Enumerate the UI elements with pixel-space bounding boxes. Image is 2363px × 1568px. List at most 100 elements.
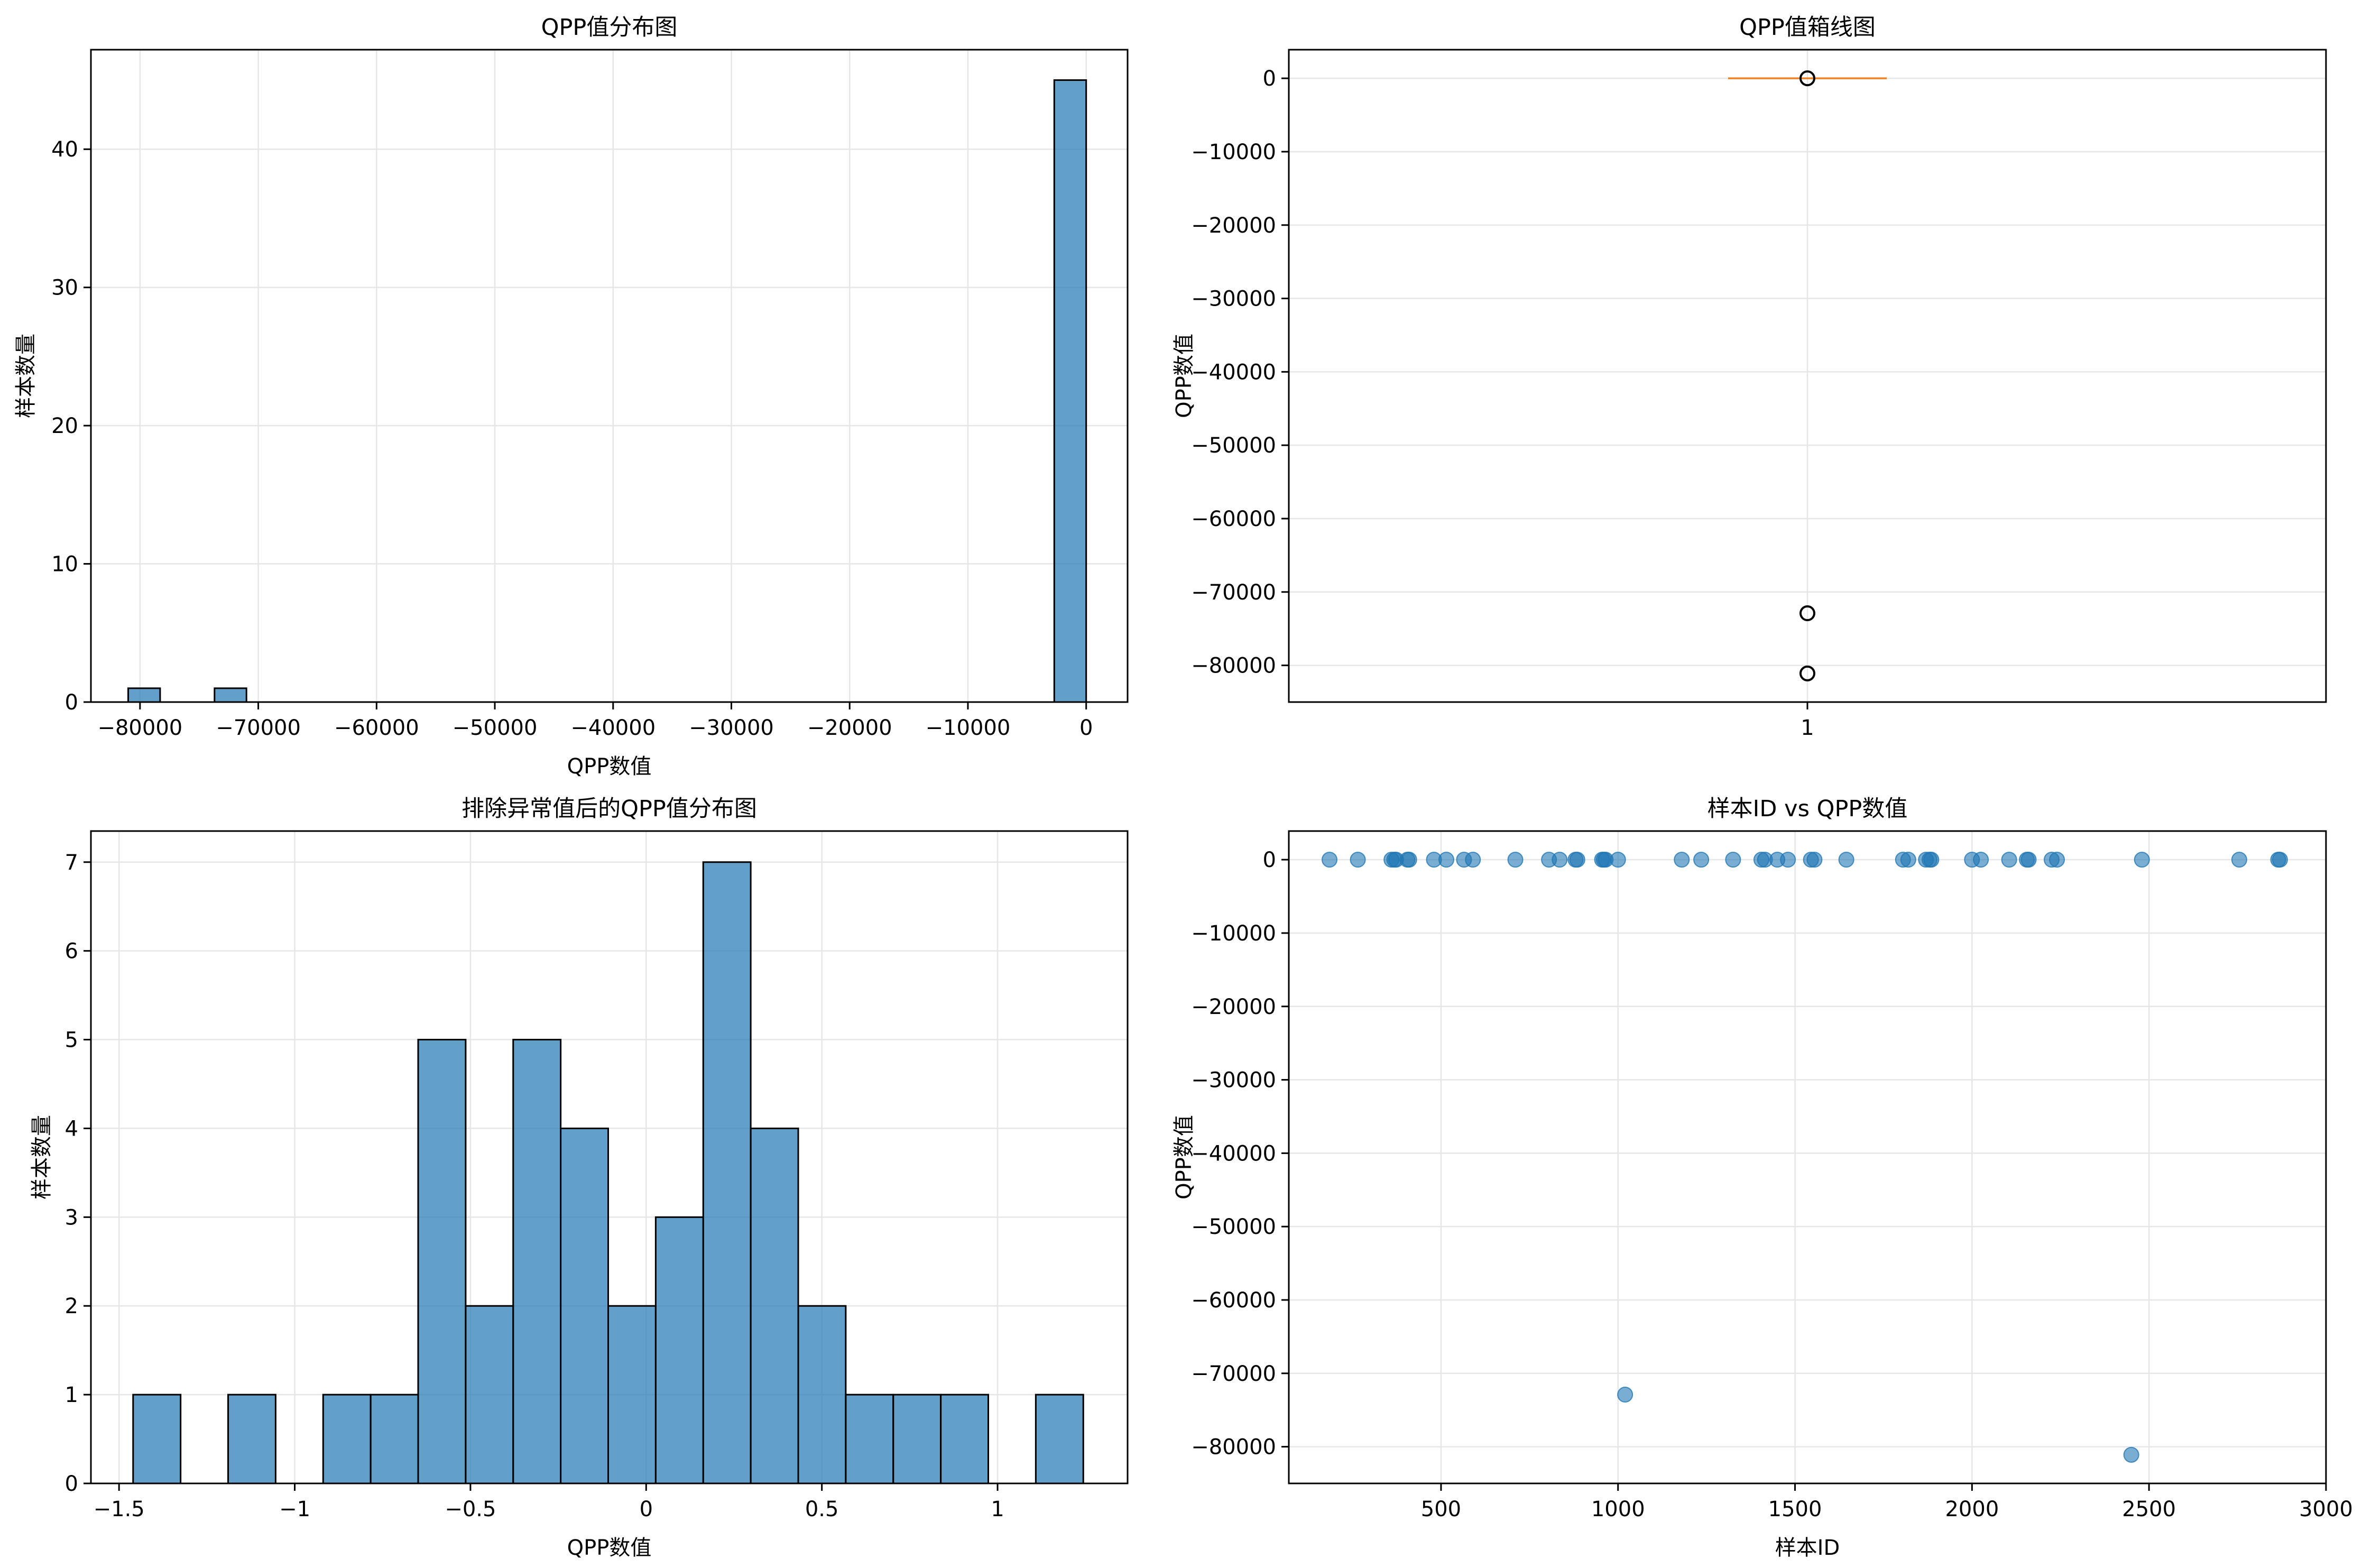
- y-tick-label: 3: [65, 1205, 78, 1230]
- scatter-point: [1923, 852, 1940, 868]
- histogram-bar: [1053, 79, 1087, 703]
- y-tick-label: −60000: [1191, 1288, 1276, 1313]
- scatter-point: [1780, 852, 1796, 868]
- scatter-point: [1973, 852, 1989, 868]
- x-axis-label: QPP数值: [567, 1536, 652, 1560]
- y-tick-label: −20000: [1191, 214, 1276, 238]
- plot-frame: [1288, 830, 2327, 1484]
- histogram-bar: [465, 1305, 514, 1484]
- x-tick-label: 1000: [1591, 1497, 1645, 1521]
- histogram-bar: [370, 1394, 419, 1484]
- histogram-bar: [227, 1394, 276, 1484]
- y-tick-label: −20000: [1191, 995, 1276, 1019]
- scatter-point: [1610, 852, 1626, 868]
- y-tick-label: −60000: [1191, 507, 1276, 531]
- histogram-bar: [417, 1039, 467, 1484]
- y-axis-label: 样本数量: [30, 1115, 54, 1200]
- x-tick-label: 1: [1801, 716, 1814, 740]
- x-tick-label: 500: [1421, 1497, 1461, 1521]
- scatter-point: [2049, 852, 2065, 868]
- x-tick-label: 0.5: [805, 1497, 839, 1521]
- y-tick-label: −80000: [1191, 654, 1276, 678]
- y-tick-label: −50000: [1191, 433, 1276, 458]
- y-tick-label: −50000: [1191, 1215, 1276, 1239]
- y-axis-label: 样本数量: [14, 334, 38, 418]
- histogram-bar: [214, 687, 247, 703]
- scatter-point: [1401, 852, 1417, 868]
- scatter-point: [1900, 852, 1916, 868]
- scatter-point: [1552, 852, 1568, 868]
- histogram-bar: [702, 861, 752, 1484]
- grid-lines: [1289, 50, 2326, 702]
- y-tick-label: 1: [65, 1383, 78, 1407]
- x-ticks: 500 1000 1500 2000 2500 3000: [1421, 1483, 2353, 1521]
- x-ticks: −80000 −70000 −60000 −50000 −40000 −30000 −200…: [97, 702, 1093, 740]
- x-tick-label: 2000: [1945, 1497, 1999, 1521]
- y-tick-label: −10000: [1191, 921, 1276, 946]
- x-axis-label: QPP数值: [567, 754, 652, 779]
- y-tick-label: 40: [51, 137, 78, 162]
- outlier-point: [1799, 70, 1815, 87]
- histogram-bar: [560, 1127, 610, 1484]
- scatter-point: [1617, 1387, 1633, 1403]
- y-tick-label: 30: [51, 276, 78, 300]
- histogram-panel: −80000 −70000 −60000 −50000 −40000 −30000 −200…: [14, 14, 1129, 779]
- plot-frame: [90, 830, 1129, 1484]
- scatter-point: [1350, 852, 1366, 868]
- chart-title: 排除异常值后的QPP值分布图: [461, 796, 757, 822]
- x-tick-label: −80000: [97, 716, 182, 740]
- y-tick-label: 20: [51, 414, 78, 438]
- grid-lines: [91, 50, 1128, 703]
- x-tick-label: −50000: [453, 716, 538, 740]
- x-tick-label: −40000: [570, 716, 656, 740]
- x-tick-label: −0.5: [445, 1497, 496, 1521]
- scatter-point: [1569, 852, 1585, 868]
- outlier-point: [1799, 605, 1815, 622]
- outlier-point: [1799, 665, 1815, 681]
- x-tick-label: 0: [1079, 716, 1093, 740]
- y-axis-label: QPP数值: [1172, 1115, 1196, 1200]
- x-tick-label: 1500: [1768, 1497, 1822, 1521]
- scatter-point: [2001, 852, 2017, 868]
- box-marks: [1728, 70, 1887, 681]
- histogram-bar: [654, 1216, 704, 1484]
- y-tick-label: 10: [51, 552, 78, 577]
- points: [1322, 852, 2288, 1463]
- x-tick-label: −30000: [689, 716, 774, 740]
- scatter-point: [2134, 852, 2150, 868]
- scatter-point: [1465, 852, 1481, 868]
- plot-frame: [90, 49, 1129, 703]
- scatter-point: [1438, 852, 1454, 868]
- histogram-bar: [132, 1394, 182, 1484]
- scatter-point: [2020, 852, 2037, 868]
- scatter-point: [1674, 852, 1690, 868]
- chart-title: 样本ID vs QPP数值: [1707, 796, 1908, 822]
- histogram-bar: [940, 1394, 989, 1484]
- chart-title: QPP值分布图: [541, 14, 678, 41]
- histogram-bar: [750, 1127, 799, 1484]
- y-tick-label: 0: [1263, 848, 1276, 872]
- scatter-point: [1838, 852, 1854, 868]
- y-tick-label: −40000: [1191, 360, 1276, 384]
- y-tick-label: 4: [65, 1117, 78, 1141]
- y-tick-label: −80000: [1191, 1435, 1276, 1460]
- histogram-bar: [1035, 1394, 1084, 1484]
- scatter-point: [2272, 852, 2288, 868]
- grid-lines: [1289, 831, 2327, 1483]
- scatter-point: [1322, 852, 1338, 868]
- chart-title: QPP值箱线图: [1739, 14, 1876, 41]
- x-tick-label: −20000: [807, 716, 892, 740]
- x-tick-label: 2500: [2122, 1497, 2176, 1521]
- x-ticks: −1.5 −1 −0.5 0 0.5 1: [94, 1483, 1004, 1521]
- bars: [132, 861, 1084, 1484]
- y-ticks: 0 −10000 −20000 −30000 −40000 −50000 −60000 −70…: [1191, 67, 1289, 678]
- y-tick-label: −40000: [1191, 1141, 1276, 1166]
- histogram-bar: [892, 1394, 942, 1484]
- y-tick-label: 0: [65, 1472, 78, 1496]
- y-tick-label: 0: [65, 690, 78, 715]
- y-ticks: 0 10 20 30 40: [51, 137, 91, 715]
- histogram-bar: [127, 687, 161, 703]
- x-tick-label: −60000: [334, 716, 419, 740]
- histogram-bar: [845, 1394, 894, 1484]
